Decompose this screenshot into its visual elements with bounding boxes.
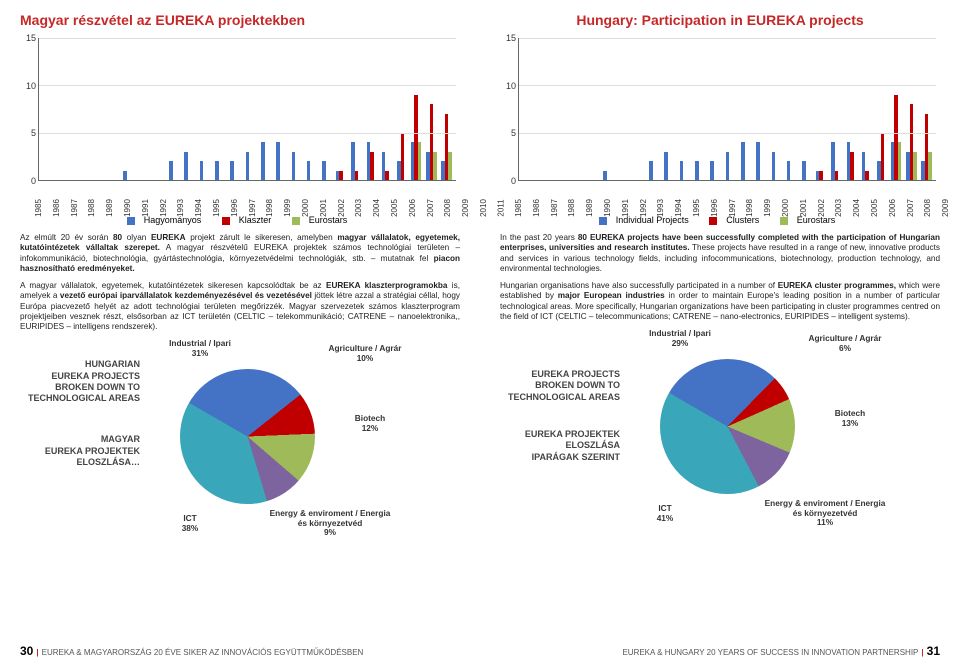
pie-slice-label: Biotech13% xyxy=(820,409,880,428)
pie-slice-label: Industrial / Ipari31% xyxy=(165,339,235,358)
pie xyxy=(660,359,795,494)
right-page: Hungary: Participation in EUREKA project… xyxy=(480,0,960,664)
x-labels: 1985198619871988198919901991199219931994… xyxy=(38,183,456,209)
right-pie-chart: EUREKA PROJECTS BROKEN DOWN TO TECHNOLOG… xyxy=(500,329,940,534)
pie-slice-label: Agriculture / Agrár10% xyxy=(320,344,410,363)
y-axis: 051015 xyxy=(20,38,36,181)
pie-side-text: Hungarian EUREKA PROJECTS BROKEN DOWN TO… xyxy=(20,359,140,404)
right-bar-chart: 051015 198519861987198819891990199119921… xyxy=(500,34,940,209)
paragraph: Az elmúlt 20 év során 80 olyan EUREKA pr… xyxy=(20,233,460,274)
page-number: 31 xyxy=(927,644,940,658)
left-body: Az elmúlt 20 év során 80 olyan EUREKA pr… xyxy=(20,233,460,332)
pie-slice-label: Industrial / Ipari29% xyxy=(645,329,715,348)
left-pie-chart: Hungarian EUREKA PROJECTS BROKEN DOWN TO… xyxy=(20,339,460,544)
left-bar-chart: 051015 198519861987198819891990199119921… xyxy=(20,34,460,209)
paragraph: Hungarian organisations have also succes… xyxy=(500,281,940,322)
right-body: In the past 20 years 80 EUREKA projects … xyxy=(500,233,940,322)
right-footer: EUREKA & HUNGARY 20 YEARS OF SUCCESS IN … xyxy=(622,644,940,658)
pie xyxy=(180,369,315,504)
pie-side-text: EUREKA PROJECTS BROKEN DOWN TO TECHNOLOG… xyxy=(500,369,620,403)
bars-area xyxy=(521,38,934,180)
pie-side-text: MAGYAR EUREKA PROJEKTEK ELOSZLÁSA… xyxy=(20,434,140,468)
bars-area xyxy=(41,38,454,180)
chart-plot xyxy=(518,38,936,181)
pie-slice-label: ICT41% xyxy=(640,504,690,523)
paragraph: A magyar vállalatok, egyetemek, kutatóin… xyxy=(20,281,460,332)
pie-slice-label: Agriculture / Agrár6% xyxy=(800,334,890,353)
pie-slice-label: Energy & enviroment / Energia és környez… xyxy=(265,509,395,538)
pie-slice-label: ICT38% xyxy=(165,514,215,533)
chart-plot xyxy=(38,38,456,181)
page-number: 30 xyxy=(20,644,33,658)
y-axis: 051015 xyxy=(500,38,516,181)
pie-slice-label: Biotech12% xyxy=(340,414,400,433)
paragraph: In the past 20 years 80 EUREKA projects … xyxy=(500,233,940,274)
pie-slice-label: Energy & enviroment / Energia és környez… xyxy=(760,499,890,528)
left-footer: 30|EUREKA & MAGYARORSZÁG 20 ÉVE SIKER AZ… xyxy=(20,644,363,658)
right-title: Hungary: Participation in EUREKA project… xyxy=(500,12,940,28)
pie-side-text: EUREKA PROJEKTEK ELOSZLÁSA IPARÁGAK SZER… xyxy=(500,429,620,463)
left-title: Magyar részvétel az EUREKA projektekben xyxy=(20,12,460,28)
x-labels: 1985198619871988198919901991199219931994… xyxy=(518,183,936,209)
left-page: Magyar részvétel az EUREKA projektekben … xyxy=(0,0,480,664)
